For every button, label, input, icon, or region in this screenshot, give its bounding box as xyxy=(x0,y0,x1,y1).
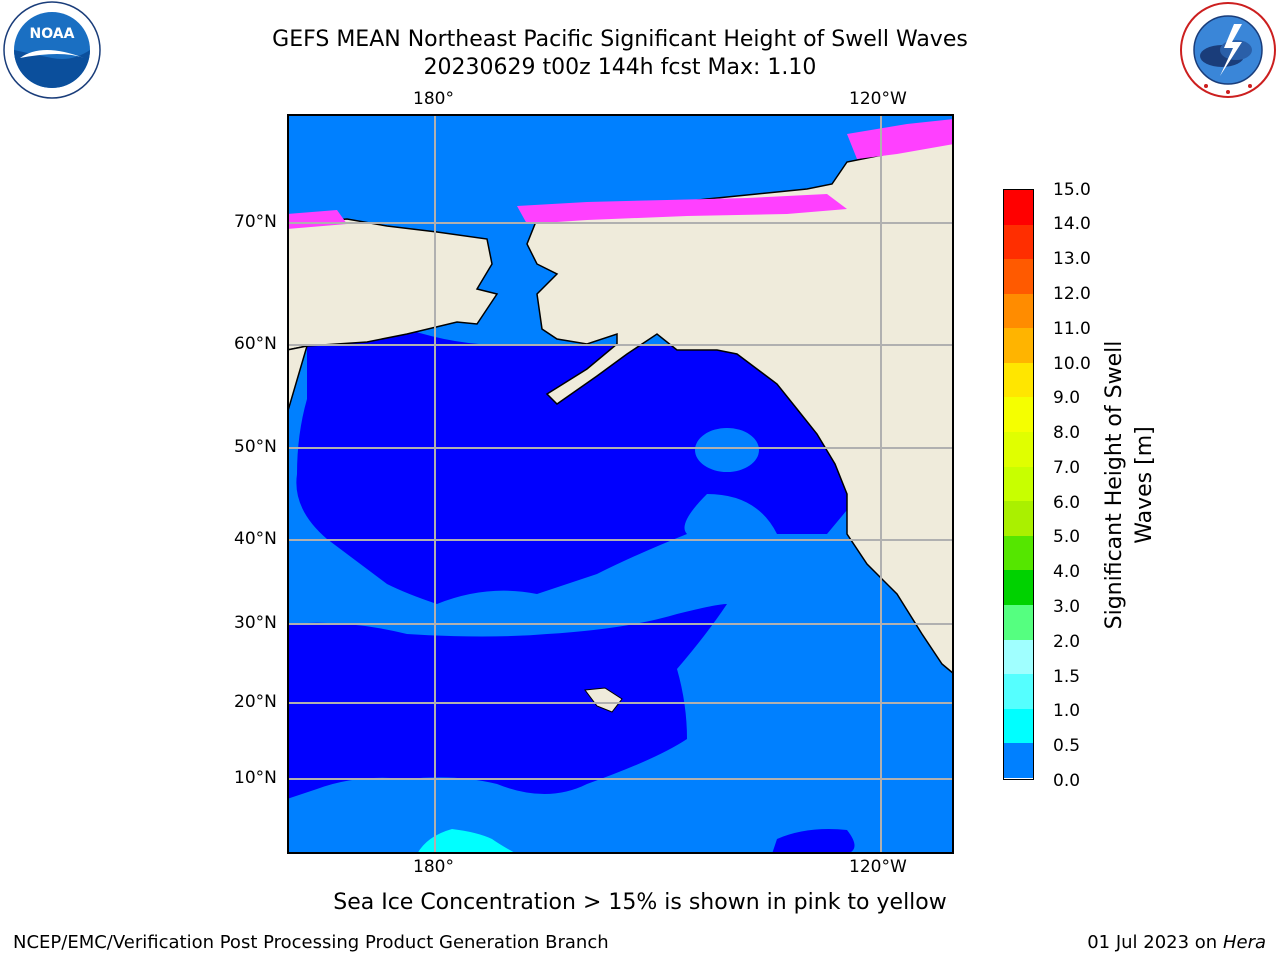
colorbar-segment xyxy=(1004,259,1033,294)
colorbar-tick: 6.0 xyxy=(1053,493,1081,513)
map-panel xyxy=(286,114,955,854)
noaa-logo: NOAA xyxy=(2,0,102,100)
colorbar-tick: 0.5 xyxy=(1053,736,1081,756)
colorbar-segment xyxy=(1004,570,1033,605)
lon-label-bottom-180: 180° xyxy=(413,857,454,877)
svg-text:NOAA: NOAA xyxy=(30,26,75,42)
colorbar-tick: 11.0 xyxy=(1053,319,1091,339)
colorbar-tick: 8.0 xyxy=(1053,423,1081,443)
sea-ice-beaufort xyxy=(517,194,847,224)
colorbar-tick: 10.0 xyxy=(1053,354,1091,374)
sea-ice-arctic-archipelago xyxy=(847,119,954,159)
colorbar-tick: 14.0 xyxy=(1053,214,1091,234)
colorbar-segment xyxy=(1004,328,1033,363)
footer-left: NCEP/EMC/Verification Post Processing Pr… xyxy=(13,932,609,953)
sea-ice-chukchi xyxy=(287,210,347,229)
colorbar-tick: 1.5 xyxy=(1053,667,1081,687)
colorbar-segment xyxy=(1004,190,1033,225)
low-swell-south xyxy=(287,604,727,799)
colorbar-tick: 4.0 xyxy=(1053,562,1081,582)
colorbar-segment xyxy=(1004,432,1033,467)
colorbar-segment xyxy=(1004,535,1033,571)
colorbar-segment xyxy=(1004,639,1033,675)
lon-label-bottom-120w: 120°W xyxy=(849,857,907,877)
colorbar xyxy=(1003,189,1034,780)
lat-label-10n: 10°N xyxy=(234,768,277,788)
colorbar-title: Significant Height of Swell Waves [m] xyxy=(1100,335,1160,635)
colorbar-segment xyxy=(1004,708,1033,744)
colorbar-tick: 0.0 xyxy=(1053,771,1081,791)
nws-logo xyxy=(1176,0,1280,100)
footer-machine: Hera xyxy=(1222,932,1266,953)
lat-label-50n: 50°N xyxy=(234,437,277,457)
lat-label-70n: 70°N xyxy=(234,212,277,232)
colorbar-title-line2: Waves [m] xyxy=(1132,426,1157,544)
low-swell-southeast xyxy=(772,829,855,854)
colorbar-tick: 2.0 xyxy=(1053,632,1081,652)
colorbar-segment xyxy=(1004,224,1033,260)
colorbar-tick: 15.0 xyxy=(1053,180,1091,200)
map-subtitle: 20230629 t00z 144h fcst Max: 1.10 xyxy=(423,55,817,80)
footer-right: 01 Jul 2023 on Hera xyxy=(1087,932,1266,953)
lat-label-30n: 30°N xyxy=(234,613,277,633)
map-frame xyxy=(287,114,954,854)
swell-patch xyxy=(695,428,759,472)
map-title: GEFS MEAN Northeast Pacific Significant … xyxy=(272,27,968,52)
colorbar-tick: 13.0 xyxy=(1053,249,1091,269)
lat-label-20n: 20°N xyxy=(234,692,277,712)
lon-label-top-180: 180° xyxy=(413,89,454,109)
footer-date: 01 Jul 2023 on xyxy=(1087,932,1223,953)
colorbar-tick: 7.0 xyxy=(1053,458,1081,478)
colorbar-tick: 3.0 xyxy=(1053,597,1081,617)
colorbar-segment xyxy=(1004,501,1033,536)
colorbar-segment xyxy=(1004,604,1033,640)
sea-ice-caption: Sea Ice Concentration > 15% is shown in … xyxy=(333,890,947,915)
colorbar-segment xyxy=(1004,293,1033,329)
colorbar-segment xyxy=(1004,743,1033,778)
colorbar-tick: 9.0 xyxy=(1053,388,1081,408)
colorbar-tick: 12.0 xyxy=(1053,284,1091,304)
colorbar-segment xyxy=(1004,466,1033,502)
colorbar-title-line1: Significant Height of Swell xyxy=(1102,340,1127,630)
high-swell-patch xyxy=(417,829,517,854)
map-canvas xyxy=(286,114,955,854)
colorbar-segment xyxy=(1004,674,1033,709)
lon-label-top-120w: 120°W xyxy=(849,89,907,109)
colorbar-segment xyxy=(1004,397,1033,433)
lat-label-60n: 60°N xyxy=(234,334,277,354)
colorbar-tick: 1.0 xyxy=(1053,701,1081,721)
colorbar-segment xyxy=(1004,362,1033,398)
lat-label-40n: 40°N xyxy=(234,529,277,549)
colorbar-tick: 5.0 xyxy=(1053,527,1081,547)
